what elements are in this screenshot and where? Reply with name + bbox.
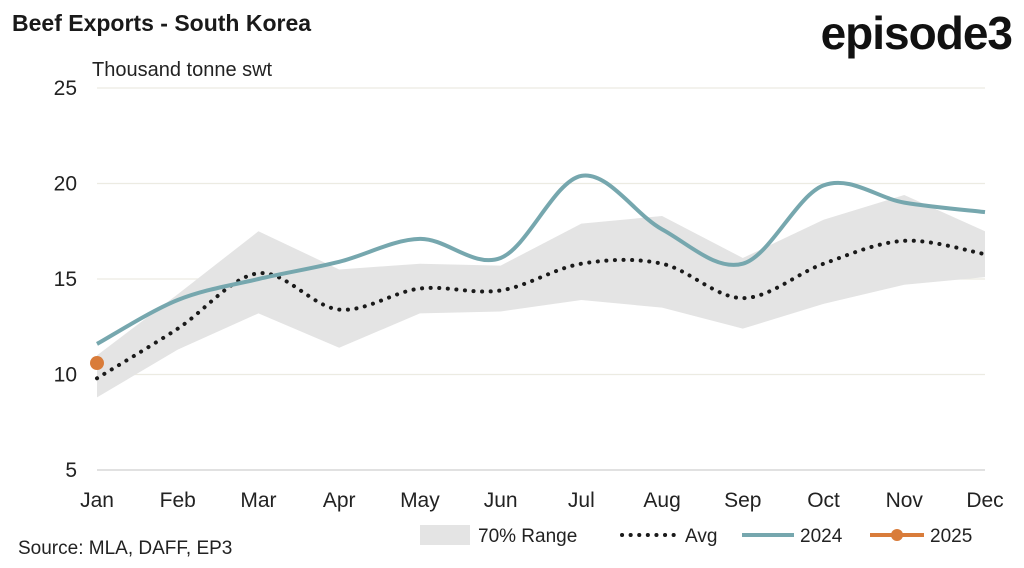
x-tick-label: Jan bbox=[80, 489, 114, 512]
x-tick-label: May bbox=[400, 489, 440, 512]
episode3-logo: episode3 bbox=[820, 7, 1013, 59]
line-2024 bbox=[96, 173, 986, 346]
chart-title: Beef Exports - South Korea bbox=[12, 10, 312, 36]
y-axis-label: Thousand tonne swt bbox=[92, 59, 273, 81]
legend-marker-2025 bbox=[891, 529, 903, 541]
y-tick-label: 25 bbox=[54, 77, 77, 100]
x-tick-label: Apr bbox=[323, 489, 356, 512]
x-tick-label: Oct bbox=[807, 489, 840, 512]
y-tick-label: 15 bbox=[54, 268, 77, 291]
avg-line bbox=[95, 238, 987, 381]
y-tick-label: 5 bbox=[65, 459, 77, 482]
x-tick-label: Jun bbox=[484, 489, 518, 512]
x-tick-label: Jul bbox=[568, 489, 595, 512]
y-tick-label: 20 bbox=[54, 173, 77, 196]
x-tick-label: Feb bbox=[160, 489, 196, 512]
x-tick-label: Aug bbox=[643, 489, 680, 512]
x-tick-label: Sep bbox=[724, 489, 761, 512]
point-2025 bbox=[90, 356, 104, 371]
legend-label-avg: Avg bbox=[685, 526, 717, 547]
source-note: Source: MLA, DAFF, EP3 bbox=[18, 538, 233, 559]
legend-label-2024: 2024 bbox=[800, 526, 843, 547]
legend-label-range: 70% Range bbox=[478, 526, 577, 547]
x-tick-label: Nov bbox=[886, 489, 924, 512]
legend-swatch-range bbox=[420, 525, 470, 545]
legend: 70% Range Avg 2024 2025 bbox=[420, 525, 972, 547]
y-tick-label: 10 bbox=[54, 364, 77, 387]
x-tick-label: Dec bbox=[966, 489, 1003, 512]
range-band bbox=[97, 194, 985, 398]
legend-label-2025: 2025 bbox=[930, 526, 972, 547]
x-tick-label: Mar bbox=[240, 489, 276, 512]
